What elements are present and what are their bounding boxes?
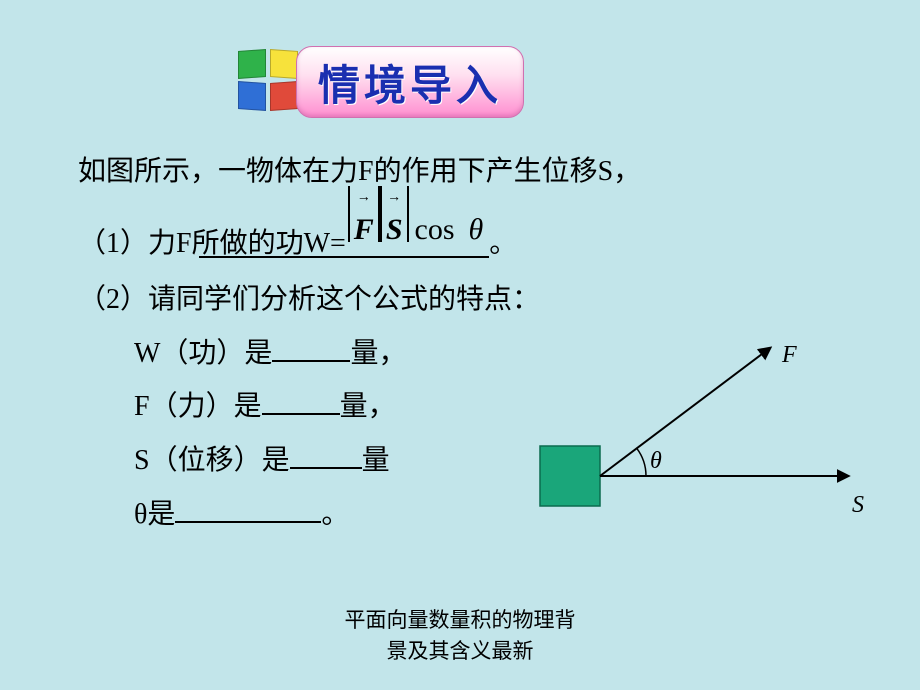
footer-line2: 景及其含义最新 <box>0 636 920 666</box>
cube-yellow-icon <box>270 49 298 79</box>
cube-green-icon <box>238 49 266 79</box>
theta-prefix: θ是 <box>134 499 175 530</box>
f-suffix: 量， <box>340 391 396 422</box>
cube-icon <box>238 50 304 116</box>
blank-f <box>262 389 340 416</box>
section-banner: 情境导入 <box>238 46 528 122</box>
cube-blue-icon <box>238 81 266 111</box>
footer-line1: 平面向量数量积的物理背 <box>0 605 920 635</box>
svg-text:θ: θ <box>650 448 662 474</box>
f-label: F（力）是 <box>134 391 262 422</box>
force-diagram: F Sθ <box>520 338 880 538</box>
banner-label: 情境导入 <box>318 52 502 113</box>
cube-red-icon <box>270 81 298 111</box>
s-suffix: 量 <box>362 445 390 476</box>
svg-text:F: F <box>781 342 797 368</box>
w-suffix: 量， <box>350 338 406 369</box>
w-label: W（功）是 <box>134 338 272 369</box>
svg-text:S: S <box>852 492 864 518</box>
blank-s <box>290 442 362 469</box>
blank-q1 <box>199 231 269 258</box>
theta-suffix: 。 <box>321 499 349 530</box>
question-1: （1）力F所做的功W=→F→Scosθ。 <box>78 220 838 271</box>
blank-w <box>272 335 350 362</box>
banner-pill: 情境导入 <box>296 46 524 118</box>
blank-theta <box>175 496 321 523</box>
footer: 平面向量数量积的物理背 景及其含义最新 <box>0 605 920 666</box>
blank-q1b <box>269 231 489 258</box>
slide: 情境导入 如图所示，一物体在力F的作用下产生位移S， （1）力F所做的功W=→F… <box>0 0 920 690</box>
question-2: （2）请同学们分析这个公式的特点： <box>78 276 838 324</box>
diagram-svg: F Sθ <box>520 338 880 538</box>
intro-line: 如图所示，一物体在力F的作用下产生位移S， <box>78 148 838 196</box>
q1-suffix: 。 <box>489 228 517 259</box>
s-label: S（位移）是 <box>134 445 290 476</box>
